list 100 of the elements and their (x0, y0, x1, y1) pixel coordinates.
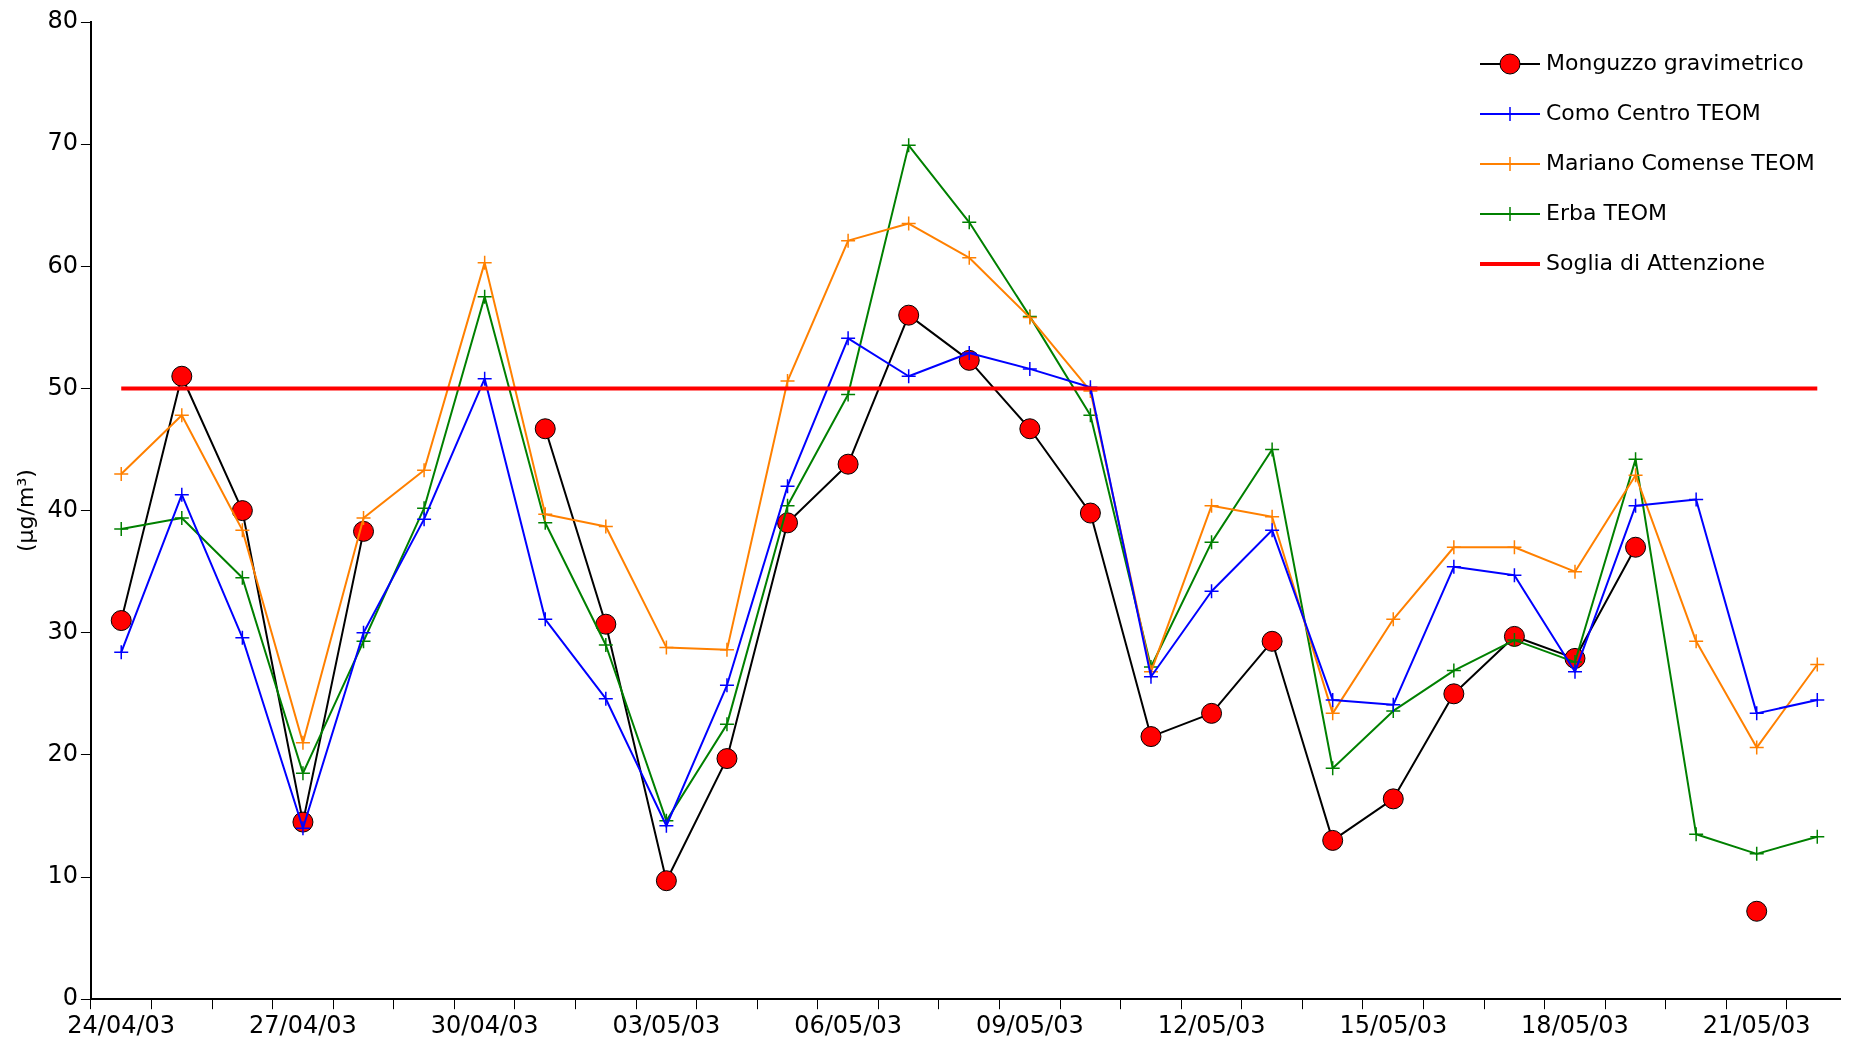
point (779, 373, 796, 389)
point (1627, 451, 1644, 468)
point (1567, 664, 1583, 680)
x-tick-label: 24/04/03 (67, 1010, 176, 1039)
point (110, 610, 132, 632)
point (1506, 567, 1523, 584)
point (476, 289, 493, 305)
point (1385, 611, 1402, 628)
point (716, 748, 738, 770)
legend-label: Mariano Comense TEOM (1546, 149, 1815, 175)
point (234, 522, 251, 538)
point (1324, 760, 1341, 777)
point (1627, 497, 1644, 514)
x-tick-label: 09/05/03 (975, 1010, 1084, 1039)
point (476, 370, 493, 387)
x-tick-label: 21/05/03 (1702, 1010, 1811, 1039)
point (898, 304, 920, 326)
y-tick-label: 50 (47, 372, 78, 401)
point (837, 453, 859, 475)
point (1506, 539, 1523, 555)
point (1746, 900, 1768, 922)
x-tick-label: 18/05/03 (1521, 1010, 1629, 1039)
point (1748, 739, 1765, 756)
point (1567, 563, 1583, 580)
point (355, 510, 372, 526)
point (295, 765, 311, 781)
point (1264, 441, 1280, 458)
legend-label: Erba TEOM (1546, 199, 1668, 225)
point (1382, 788, 1404, 810)
point (1322, 829, 1344, 851)
x-tick-label: 27/04/03 (249, 1010, 357, 1039)
point (900, 368, 917, 384)
point (537, 611, 553, 628)
y-tick-label: 70 (47, 128, 78, 157)
point (1143, 668, 1159, 685)
point (1627, 467, 1644, 483)
point (113, 466, 129, 482)
point (900, 215, 917, 232)
point (295, 734, 311, 751)
point (1261, 630, 1283, 652)
legend-label: Monguzzo gravimetrico (1546, 49, 1804, 75)
point (1443, 683, 1465, 705)
point (534, 418, 556, 440)
point (1688, 633, 1704, 650)
point (231, 500, 253, 522)
point (1019, 418, 1041, 440)
point (476, 254, 493, 271)
point (1264, 508, 1280, 525)
point (171, 365, 193, 387)
point (113, 521, 129, 537)
x-tick-label: 03/05/03 (612, 1010, 721, 1039)
y-tick-label: 80 (47, 6, 78, 35)
point (779, 478, 796, 494)
point (1809, 828, 1826, 845)
y-tick-label: 30 (47, 616, 78, 645)
point (1079, 502, 1101, 524)
point (113, 644, 129, 661)
point (1446, 559, 1462, 575)
y-tick-label: 10 (47, 861, 78, 890)
point (1264, 522, 1280, 538)
point (961, 214, 978, 231)
point (1385, 697, 1402, 713)
point (1203, 583, 1220, 599)
point (840, 330, 856, 347)
point (900, 137, 917, 154)
y-axis-title: (µg/m³) (12, 469, 38, 552)
x-tick-label: 30/04/03 (430, 1010, 539, 1039)
point (961, 250, 978, 266)
legend-label: Como Centro TEOM (1546, 99, 1761, 125)
point (595, 613, 617, 635)
point (416, 511, 432, 527)
point (1809, 692, 1826, 708)
point (1022, 361, 1038, 377)
point (658, 639, 675, 656)
point (1203, 534, 1220, 551)
point (658, 818, 675, 834)
point (1748, 705, 1765, 722)
x-tick-label: 06/05/03 (794, 1010, 903, 1039)
point (234, 629, 251, 646)
point (1809, 656, 1826, 673)
point (1446, 539, 1462, 555)
point (1748, 846, 1765, 862)
y-tick-label: 60 (47, 250, 78, 279)
point (416, 462, 432, 479)
point (1688, 491, 1704, 508)
point (174, 407, 190, 424)
point (1625, 536, 1647, 558)
point (1324, 692, 1341, 708)
y-tick-label: 20 (47, 739, 78, 768)
y-tick-label: 0 (62, 983, 78, 1012)
point (1324, 705, 1341, 722)
point (598, 637, 614, 653)
point (719, 716, 735, 733)
point (655, 870, 677, 892)
point (1203, 497, 1220, 514)
point (840, 232, 856, 249)
point (1446, 662, 1462, 679)
y-tick-label: 40 (47, 494, 78, 523)
point (174, 510, 190, 526)
point (234, 570, 251, 586)
